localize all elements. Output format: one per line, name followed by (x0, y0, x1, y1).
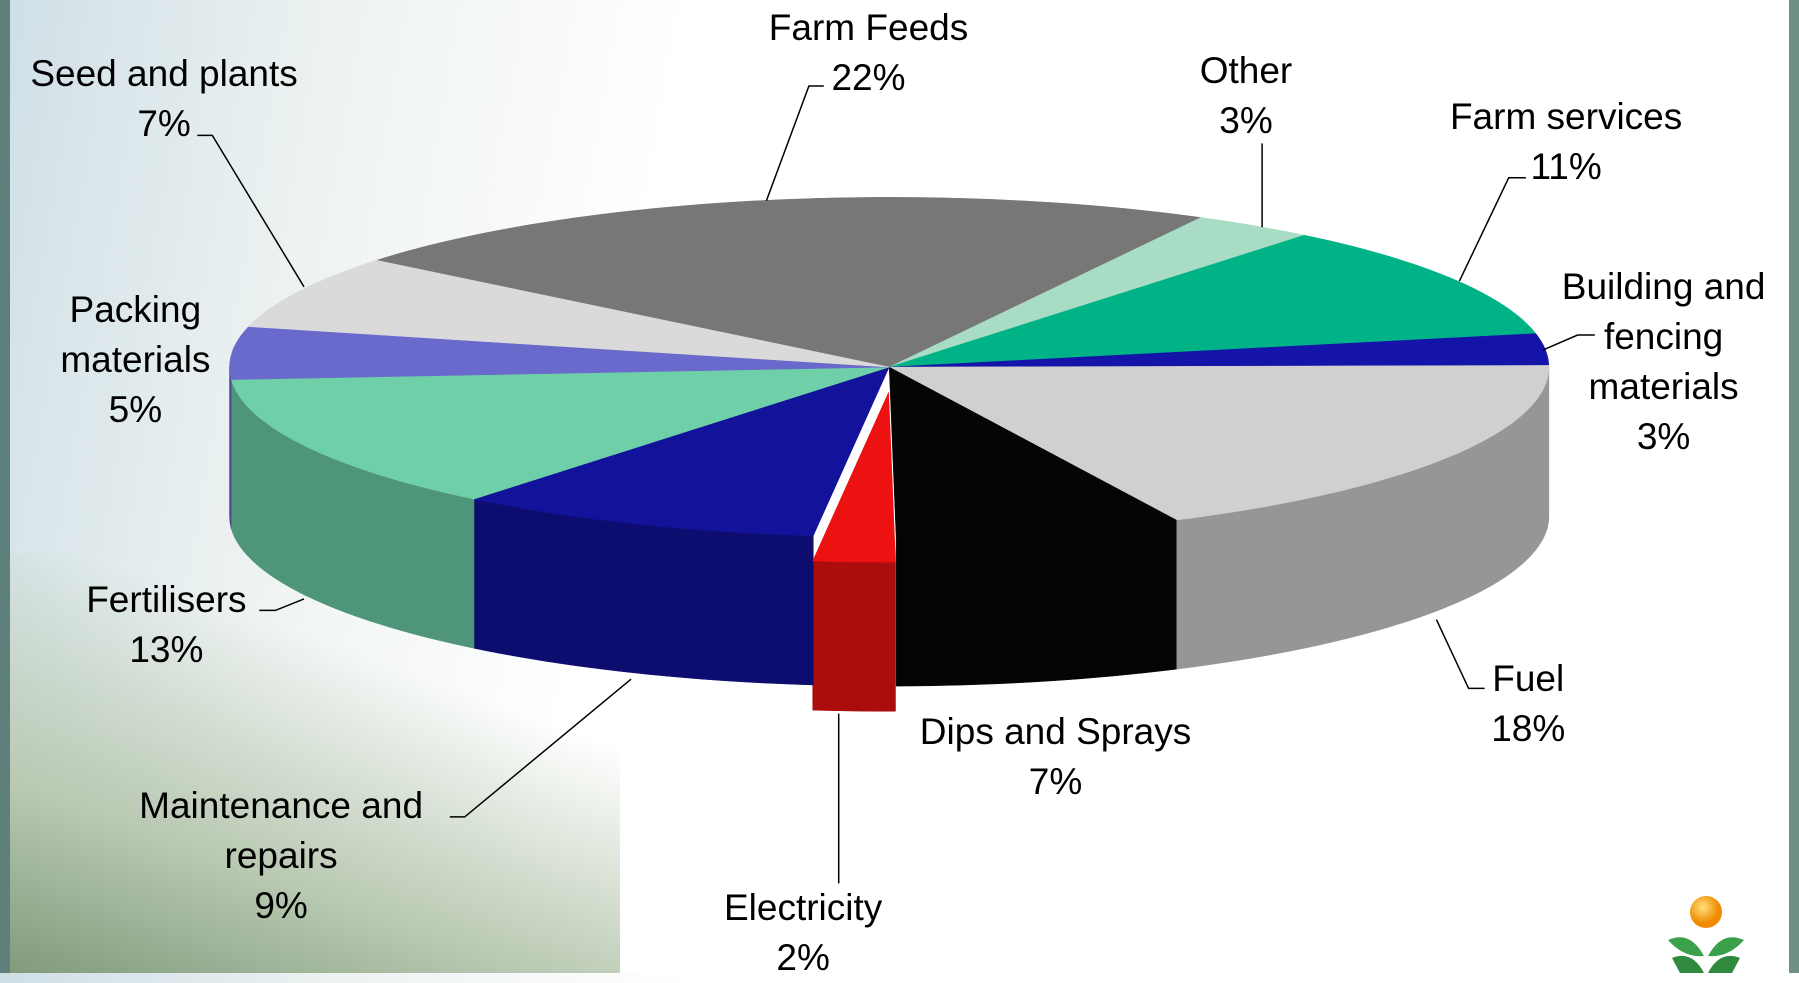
value-label: 9% (254, 885, 308, 927)
value-label: 13% (129, 628, 204, 670)
slice (376, 197, 1202, 368)
leader-line (1435, 619, 1485, 690)
category-label: Farm services (1449, 95, 1683, 137)
value-label: 3% (1636, 415, 1691, 457)
data-label: Electricity 2% (724, 883, 882, 983)
slice (230, 366, 890, 500)
value-label: 5% (108, 388, 163, 430)
data-label: Other 3% (1200, 46, 1293, 146)
value-label: 18% (1491, 707, 1566, 749)
category-label: Farm Feeds (768, 7, 969, 49)
value-label: 7% (1028, 760, 1083, 802)
category-label: Fuel (1492, 657, 1565, 699)
value-label: 7% (137, 103, 191, 145)
slice (888, 366, 1178, 538)
slice-sides (229, 367, 1550, 712)
slice (229, 326, 890, 380)
slice-tops (229, 197, 1550, 563)
data-label: Dips and Sprays 7% (920, 707, 1191, 807)
slice (889, 234, 1537, 368)
leader-line (197, 134, 305, 288)
leader-line (765, 85, 824, 202)
value-label: 22% (831, 57, 906, 99)
data-label: Fuel 18% (1491, 654, 1565, 754)
value-label: 2% (776, 937, 830, 979)
slice (889, 365, 1550, 521)
frame-right (1789, 0, 1799, 973)
category-label: Maintenance and repairs (139, 785, 424, 877)
data-label: Building and fencing materials 3% (1532, 262, 1796, 462)
slice (473, 366, 890, 537)
category-label: Other (1199, 49, 1293, 91)
slice (812, 392, 896, 563)
category-label: Electricity (723, 887, 883, 929)
data-label: Fertilisers 13% (86, 575, 246, 675)
data-label: Seed and plants 7% (30, 49, 297, 149)
leader-line (1542, 334, 1595, 351)
leader-line (449, 678, 632, 818)
data-label: Maintenance and repairs 9% (109, 781, 453, 931)
slice (247, 260, 890, 368)
data-label: Packing materials 5% (38, 285, 233, 435)
category-label: Seed and plants (30, 53, 298, 95)
value-label: 11% (1530, 145, 1602, 187)
category-label: Packing materials (60, 288, 211, 380)
frame-left (0, 0, 10, 973)
leader-line (1458, 177, 1526, 282)
value-label: 3% (1219, 99, 1273, 141)
category-label: Building and fencing materials (1561, 265, 1766, 407)
category-label: Dips and Sprays (919, 710, 1192, 752)
leader-line (259, 598, 305, 612)
slice (889, 217, 1306, 368)
category-label: Fertilisers (86, 578, 247, 620)
data-label: Farm services 11% (1450, 92, 1682, 192)
logo (1668, 896, 1744, 973)
slice-side (895, 519, 1177, 687)
data-label: Farm Feeds 22% (769, 3, 968, 103)
